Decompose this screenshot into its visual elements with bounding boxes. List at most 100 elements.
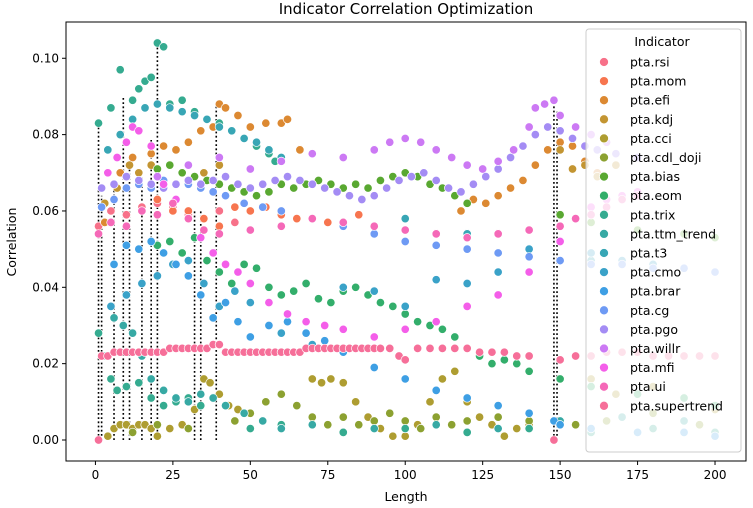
point-5-15 <box>416 423 426 434</box>
point-18-59 <box>524 351 534 361</box>
point-8-3 <box>128 95 138 105</box>
point-17-9 <box>245 225 255 235</box>
point-16-2 <box>121 137 131 147</box>
point-7-16 <box>351 282 361 292</box>
x-tick-label-8: 200 <box>704 468 727 482</box>
point-14-37 <box>555 126 565 136</box>
point-14-12 <box>245 183 255 193</box>
point-11-14 <box>400 301 410 311</box>
point-8-34 <box>462 427 472 437</box>
point-11-3 <box>152 271 162 281</box>
point-8-0 <box>93 118 104 128</box>
point-7-23 <box>437 324 447 334</box>
point-9-12 <box>258 416 268 426</box>
point-4-13 <box>205 378 215 388</box>
point-8-26 <box>159 401 169 411</box>
point-14-4 <box>146 179 156 189</box>
point-15-20 <box>549 95 559 105</box>
legend-label-0: pta.rsi <box>630 55 670 70</box>
point-0-2 <box>121 210 131 220</box>
scatter-points <box>93 38 720 445</box>
point-14-2 <box>121 172 131 182</box>
point-15-22 <box>571 122 581 132</box>
point-7-27 <box>487 359 497 369</box>
point-14-10 <box>220 172 231 182</box>
point-16-22 <box>462 301 472 311</box>
legend-marker-14 <box>599 324 609 335</box>
point-7-8 <box>251 263 262 273</box>
point-7-4 <box>202 256 212 266</box>
point-2-21 <box>506 183 516 193</box>
point-14-25 <box>406 172 416 182</box>
point-14-38 <box>567 133 578 143</box>
point-2-3 <box>146 149 156 159</box>
point-14-15 <box>282 172 293 182</box>
point-16-15 <box>282 309 293 319</box>
point-13-18 <box>431 240 441 250</box>
point-5-10 <box>338 412 348 422</box>
point-11-17 <box>493 267 503 277</box>
point-14-30 <box>468 179 478 189</box>
point-4-19 <box>326 374 336 384</box>
legend-label-4: pta.cci <box>630 131 672 146</box>
point-18-62 <box>571 351 581 361</box>
point-7-21 <box>413 317 423 327</box>
point-8-4 <box>134 84 144 94</box>
point-11-16 <box>462 278 472 289</box>
point-2-13 <box>261 118 271 128</box>
y-tick-label-4: 0.08 <box>32 128 59 142</box>
plot-frame <box>65 21 747 462</box>
legend-marker-3 <box>599 114 609 125</box>
point-8-29 <box>196 401 206 411</box>
point-2-10 <box>220 103 231 113</box>
point-11-5 <box>183 256 193 266</box>
point-14-21 <box>357 194 367 205</box>
legend-label-6: pta.bias <box>630 169 680 184</box>
legend-marker-7 <box>599 190 609 201</box>
legend-label-1: pta.mom <box>630 74 686 89</box>
point-14-26 <box>419 168 429 178</box>
point-2-16 <box>295 145 305 155</box>
point-13-2 <box>121 183 131 193</box>
point-0-8 <box>214 206 224 216</box>
point-9-1 <box>118 320 128 331</box>
legend-marker-1 <box>599 76 609 86</box>
point-13-11 <box>239 198 249 208</box>
point-8-24 <box>134 378 144 388</box>
point-9-4 <box>146 374 156 384</box>
point-0-9 <box>230 217 240 227</box>
point-9-0 <box>109 313 119 323</box>
point-4-31 <box>475 412 485 422</box>
point-8-22 <box>112 385 122 395</box>
point-17-16 <box>462 233 472 243</box>
point-10-1 <box>115 130 125 140</box>
point-10-8 <box>202 114 212 124</box>
point-17-1 <box>106 217 116 227</box>
x-axis-ticks: 0 25 50 75 100 125 150 175 200 <box>92 461 727 482</box>
point-8-1 <box>106 103 116 113</box>
point-4-25 <box>400 431 410 441</box>
legend-items: pta.rsi pta.mom pta.efi pta.kdj pta.cci pta.c… <box>599 55 723 413</box>
point-2-15 <box>282 114 293 124</box>
point-15-9 <box>400 133 410 143</box>
point-7-7 <box>239 259 249 269</box>
point-4-8 <box>152 431 162 441</box>
legend-marker-5 <box>599 152 609 163</box>
point-11-15 <box>431 275 441 285</box>
point-15-7 <box>369 145 379 155</box>
point-10-13 <box>264 145 274 155</box>
point-18-46 <box>375 343 385 353</box>
point-2-26 <box>567 141 578 151</box>
point-6-25 <box>462 198 472 208</box>
point-17-17 <box>493 229 503 239</box>
point-10-10 <box>227 126 237 136</box>
point-14-24 <box>394 175 404 185</box>
point-17-7 <box>199 225 209 235</box>
point-14-29 <box>456 187 466 197</box>
point-16-1 <box>112 152 122 163</box>
point-15-19 <box>540 99 550 109</box>
point-14-36 <box>543 122 553 132</box>
point-9-9 <box>208 393 218 403</box>
chart-title: Indicator Correlation Optimization <box>279 0 534 18</box>
point-4-0 <box>103 431 113 441</box>
